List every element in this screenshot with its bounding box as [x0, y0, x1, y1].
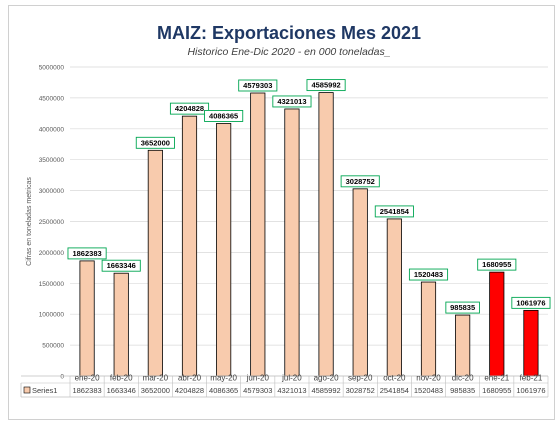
y-tick-label: 5000000	[39, 65, 65, 72]
table-cell-value: 1862383	[72, 386, 101, 395]
bar	[455, 314, 471, 377]
y-tick-label: 500000	[42, 343, 64, 350]
bar	[523, 309, 539, 377]
data-label: 3028752	[346, 177, 375, 186]
table-cell-value: 4321013	[277, 386, 306, 395]
x-tick-label: jun-20	[246, 374, 270, 383]
x-tick-label: feb-20	[110, 374, 133, 383]
x-tick-label: nov-20	[416, 374, 441, 383]
data-label-box	[340, 175, 380, 188]
chart-frame: MAIZ: Exportaciones Mes 2021 Historico E…	[8, 5, 555, 420]
data-table: ene-20 1862383 feb-20 1663346 mar-20 3652000 a…	[20, 374, 549, 398]
y-tick-label: 2500000	[39, 219, 65, 226]
data-label-box	[306, 79, 346, 92]
x-tick-label: mar-20	[143, 374, 169, 383]
y-tick-label: 1000000	[39, 312, 65, 319]
x-tick-label: ago-20	[314, 374, 339, 383]
bar	[216, 123, 232, 377]
data-label: 4086365	[209, 111, 238, 120]
data-label-box	[169, 102, 210, 115]
chart-title: MAIZ: Exportaciones Mes 2021	[157, 23, 421, 43]
data-label-box	[477, 258, 517, 271]
y-tick-label: 3000000	[39, 188, 65, 195]
data-label: 3652000	[141, 138, 170, 147]
y-tick-label: 1500000	[39, 281, 65, 288]
y-tick-label: 3500000	[39, 157, 65, 164]
data-label: 4321013	[277, 97, 306, 106]
table-cell-value: 2541854	[380, 386, 409, 395]
data-label-box	[445, 301, 480, 314]
bar	[181, 115, 198, 377]
x-tick-label: may-20	[210, 374, 237, 383]
table-cell-value: 1680955	[482, 386, 511, 395]
data-label-box	[272, 95, 312, 108]
chart-subtitle: Historico Ene-Dic 2020 - en 000 tonelada…	[187, 46, 390, 58]
data-label: 4579303	[243, 81, 272, 90]
y-axis-label: Cifras en toneladas metricas	[26, 177, 33, 266]
data-label: 2541854	[380, 207, 410, 216]
y-tick-label: 4000000	[39, 126, 65, 133]
data-label-box	[374, 205, 414, 218]
table-cell-value: 985835	[450, 386, 475, 395]
bar	[113, 272, 129, 377]
data-label: 1061976	[516, 298, 545, 307]
data-label: 1520483	[414, 270, 443, 279]
bar	[284, 108, 300, 377]
x-tick-label: jul-20	[281, 374, 302, 383]
y-tick-label: 2000000	[39, 250, 65, 257]
y-tick-label: 4500000	[39, 95, 65, 102]
data-label-box	[67, 247, 107, 260]
data-label-box	[408, 268, 449, 281]
chart-svg: MAIZ: Exportaciones Mes 2021 Historico E…	[20, 23, 551, 398]
x-tick-label: sep-20	[348, 374, 373, 383]
data-label: 985835	[450, 303, 475, 312]
data-label-box	[511, 296, 551, 309]
x-tick-label: abr-20	[178, 374, 202, 383]
table-cell-value: 4086365	[209, 386, 238, 395]
bar	[147, 149, 163, 377]
legend-swatch	[23, 386, 31, 394]
x-tick-label: ene-20	[75, 374, 100, 383]
y-tick-label: 0	[60, 374, 64, 381]
data-label-box	[204, 110, 244, 122]
table-cell-value: 4204828	[175, 386, 204, 395]
data-label: 1663346	[107, 261, 136, 270]
data-label-box	[238, 79, 278, 92]
series-name: Series1	[32, 386, 57, 395]
bar	[79, 260, 95, 377]
bar	[420, 281, 437, 377]
data-label: 4204828	[175, 104, 204, 113]
bars-layer	[79, 92, 539, 377]
data-label-box	[101, 259, 141, 272]
table-cell-value: 4579303	[243, 386, 272, 395]
table-cell-value: 3652000	[141, 386, 170, 395]
x-tick-label: dic-20	[452, 374, 474, 383]
table-cell-value: 3028752	[346, 386, 375, 395]
bar	[318, 92, 334, 377]
data-label: 1680955	[482, 260, 511, 269]
x-tick-label: feb-21	[520, 374, 543, 383]
x-tick-label: oct-20	[383, 374, 406, 383]
bar	[352, 188, 368, 377]
bar	[489, 271, 505, 377]
table-cell-value: 1061976	[516, 386, 545, 395]
data-label: 4585992	[311, 81, 340, 90]
table-cell-value: 1663346	[107, 386, 136, 395]
data-labels-layer: 1862383 1663346 3652000 4204828 4086365 45793…	[67, 79, 551, 314]
bar	[250, 92, 266, 377]
table-cell-value: 1520483	[414, 386, 443, 395]
bar	[386, 218, 402, 377]
x-tick-label: ene-21	[484, 374, 509, 383]
table-cell-value: 4585992	[311, 386, 340, 395]
data-label-box	[135, 136, 175, 149]
data-label: 1862383	[72, 249, 101, 258]
